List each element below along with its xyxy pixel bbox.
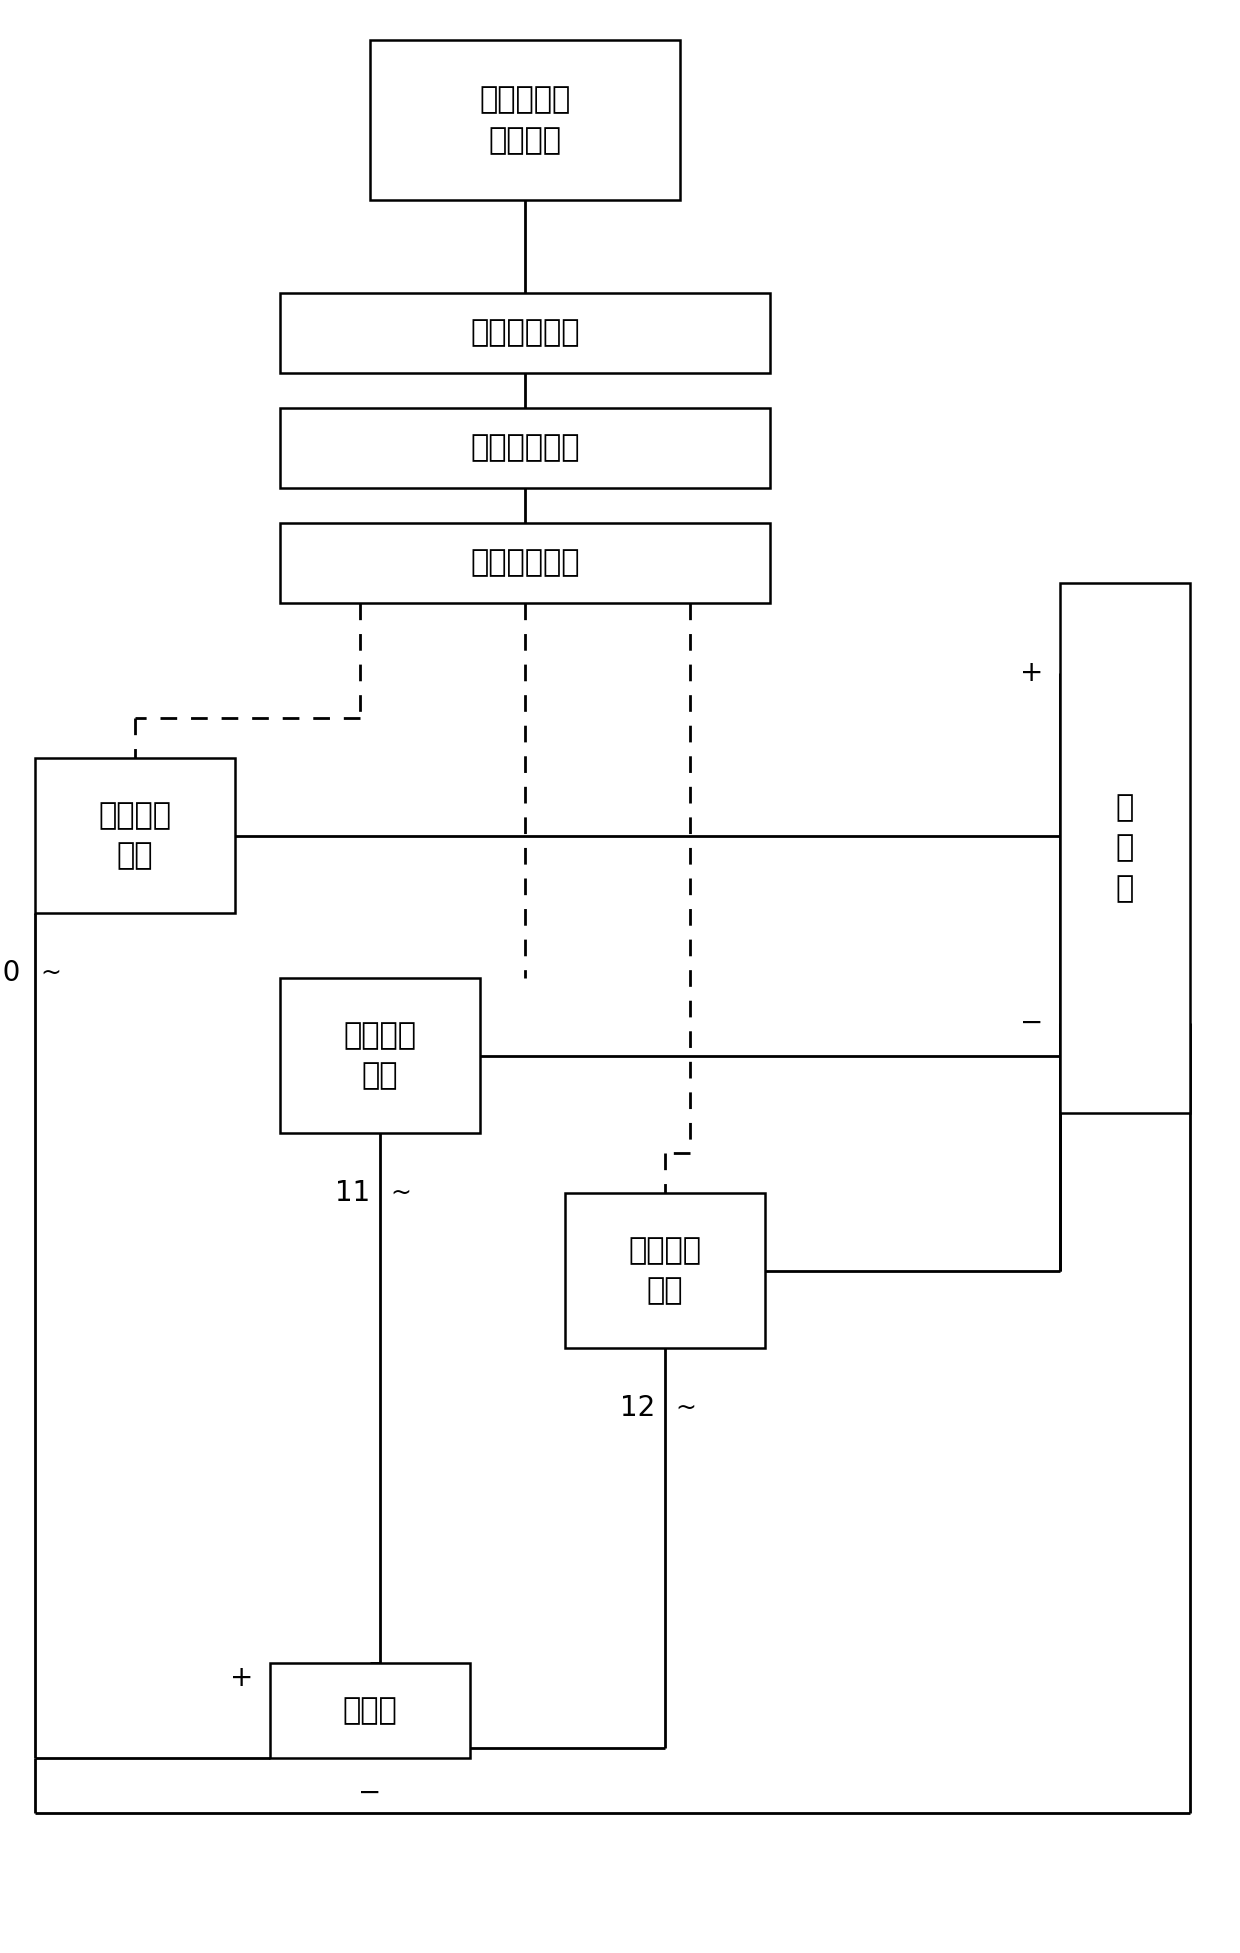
Text: +: + bbox=[1021, 658, 1044, 687]
Text: +: + bbox=[231, 1664, 254, 1691]
Bar bbox=[565, 1193, 765, 1348]
Text: −: − bbox=[358, 1779, 382, 1807]
Text: 第二切断装置: 第二切断装置 bbox=[470, 434, 580, 463]
Text: 按钮式脉冲
触发电路: 按钮式脉冲 触发电路 bbox=[480, 86, 570, 154]
Bar bbox=[370, 39, 680, 199]
Bar bbox=[35, 758, 236, 912]
Text: 第三控制
开关: 第三控制 开关 bbox=[629, 1236, 702, 1305]
Text: 第一控制
开关: 第一控制 开关 bbox=[98, 801, 171, 871]
Text: 10: 10 bbox=[0, 959, 20, 986]
Bar bbox=[280, 523, 770, 603]
Text: ~: ~ bbox=[391, 1182, 410, 1205]
Bar bbox=[280, 408, 770, 488]
Text: 电池管理系统: 电池管理系统 bbox=[470, 549, 580, 578]
Text: 电池包: 电池包 bbox=[342, 1695, 397, 1724]
Text: 第一切断装置: 第一切断装置 bbox=[470, 318, 580, 348]
Bar bbox=[280, 293, 770, 373]
Text: ~: ~ bbox=[40, 961, 61, 984]
Text: 11: 11 bbox=[335, 1180, 370, 1207]
Text: 第二控制
开关: 第二控制 开关 bbox=[343, 1021, 417, 1090]
Bar bbox=[280, 978, 480, 1133]
Text: 充
电
口: 充 电 口 bbox=[1116, 793, 1135, 902]
Text: ~: ~ bbox=[675, 1396, 696, 1420]
Bar bbox=[1060, 584, 1190, 1113]
Text: −: − bbox=[1021, 1010, 1044, 1037]
Text: 12: 12 bbox=[620, 1394, 655, 1422]
Bar bbox=[270, 1664, 470, 1758]
